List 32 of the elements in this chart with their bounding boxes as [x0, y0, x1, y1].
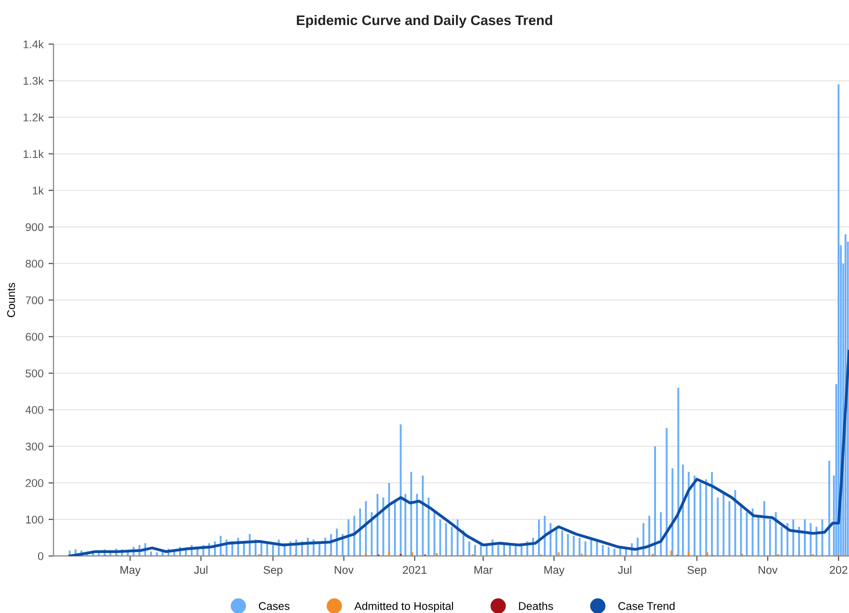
y-tick-label: 1k	[32, 186, 44, 194]
y-tick-label: 700	[26, 296, 44, 304]
x-tick-label: Jul	[194, 566, 208, 574]
y-tick-label: 600	[26, 332, 44, 341]
legend-label: Case Trend	[618, 602, 675, 610]
y-tick-label: 900	[26, 223, 44, 232]
y-tick-label: 200	[26, 479, 44, 488]
y-tick-label: 100	[26, 516, 44, 524]
y-tick-label: 800	[26, 260, 44, 268]
legend-label: Deaths	[519, 602, 553, 610]
x-tick-label: May	[120, 566, 141, 576]
chart-title: Epidemic Curve and Daily Cases Trend	[296, 14, 552, 28]
y-tick-label: 400	[25, 406, 44, 414]
y-tick-label: 0	[38, 552, 44, 560]
y-tick-label: 300	[26, 442, 44, 450]
x-tick-label: Mar	[474, 566, 493, 574]
y-tick-label: 1.1k	[24, 150, 44, 158]
y-tick-label: 500	[26, 369, 44, 378]
x-tick-label: May	[544, 566, 564, 576]
y-tick-label: 1.2k	[24, 113, 44, 122]
y-tick-label: 1.4k	[24, 40, 44, 48]
x-tick-label: Nov	[758, 566, 778, 574]
x-tick-label: Sep	[687, 566, 706, 576]
y-axis-title: Counts	[7, 282, 16, 318]
legend-label: Admitted to Hospital	[354, 602, 453, 612]
x-tick-label: Jul	[618, 566, 632, 574]
x-tick-label: Nov	[334, 566, 354, 574]
x-tick-label: 2021	[402, 566, 426, 574]
x-tick-label: 202	[830, 566, 848, 574]
x-tick-label: Sep	[264, 566, 282, 576]
legend-label: Cases	[258, 602, 290, 610]
y-tick-label: 1.3k	[24, 76, 44, 85]
